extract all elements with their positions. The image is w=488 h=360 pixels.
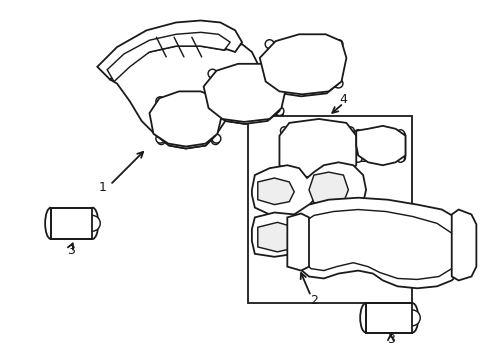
Circle shape <box>267 80 275 87</box>
Polygon shape <box>308 172 347 206</box>
Circle shape <box>274 107 284 116</box>
Polygon shape <box>297 210 456 279</box>
Polygon shape <box>51 208 92 239</box>
Circle shape <box>157 99 165 107</box>
Circle shape <box>280 127 288 135</box>
FancyBboxPatch shape <box>271 46 335 82</box>
Polygon shape <box>259 34 346 94</box>
Circle shape <box>267 43 275 51</box>
Circle shape <box>346 163 353 171</box>
Polygon shape <box>366 303 411 333</box>
FancyBboxPatch shape <box>288 224 307 260</box>
Circle shape <box>211 137 219 145</box>
Circle shape <box>264 40 273 49</box>
Circle shape <box>459 215 468 224</box>
Polygon shape <box>312 215 358 253</box>
Circle shape <box>208 107 217 116</box>
Text: 3: 3 <box>386 333 394 346</box>
Polygon shape <box>205 67 284 124</box>
Polygon shape <box>149 91 222 147</box>
FancyBboxPatch shape <box>159 102 214 138</box>
FancyBboxPatch shape <box>284 128 350 169</box>
Circle shape <box>212 134 221 143</box>
Polygon shape <box>451 210 475 280</box>
Circle shape <box>459 266 468 275</box>
FancyBboxPatch shape <box>214 76 276 111</box>
Circle shape <box>404 310 419 326</box>
Circle shape <box>84 215 100 231</box>
Circle shape <box>156 97 164 106</box>
Circle shape <box>333 79 342 88</box>
Circle shape <box>275 73 283 81</box>
Text: 1: 1 <box>98 181 106 194</box>
Circle shape <box>264 79 273 88</box>
Polygon shape <box>203 64 286 122</box>
Polygon shape <box>97 21 242 80</box>
Polygon shape <box>247 116 411 303</box>
Polygon shape <box>110 44 281 148</box>
Polygon shape <box>107 32 230 82</box>
Circle shape <box>396 130 404 138</box>
Circle shape <box>332 43 340 51</box>
Polygon shape <box>261 37 343 96</box>
FancyBboxPatch shape <box>157 99 216 139</box>
Circle shape <box>275 109 283 117</box>
FancyBboxPatch shape <box>268 42 337 82</box>
FancyBboxPatch shape <box>356 132 405 161</box>
Text: 2: 2 <box>309 294 317 307</box>
Circle shape <box>274 69 284 78</box>
Circle shape <box>212 97 221 106</box>
Circle shape <box>157 137 165 145</box>
Circle shape <box>332 80 340 87</box>
Polygon shape <box>289 198 466 288</box>
Circle shape <box>353 154 362 162</box>
Circle shape <box>211 99 219 107</box>
Polygon shape <box>257 222 299 252</box>
Circle shape <box>211 73 219 81</box>
Circle shape <box>280 163 288 171</box>
Circle shape <box>346 127 353 135</box>
FancyBboxPatch shape <box>211 72 278 111</box>
Polygon shape <box>287 213 308 271</box>
Polygon shape <box>356 126 405 165</box>
Circle shape <box>333 40 342 49</box>
Circle shape <box>211 109 219 117</box>
Circle shape <box>353 130 362 138</box>
Polygon shape <box>251 162 366 217</box>
Polygon shape <box>279 119 356 178</box>
Circle shape <box>156 134 164 143</box>
Polygon shape <box>257 178 294 204</box>
Polygon shape <box>151 93 220 148</box>
Text: 3: 3 <box>67 244 75 257</box>
Text: 4: 4 <box>339 93 346 106</box>
Circle shape <box>396 154 404 162</box>
Circle shape <box>208 69 217 78</box>
Polygon shape <box>251 212 372 257</box>
